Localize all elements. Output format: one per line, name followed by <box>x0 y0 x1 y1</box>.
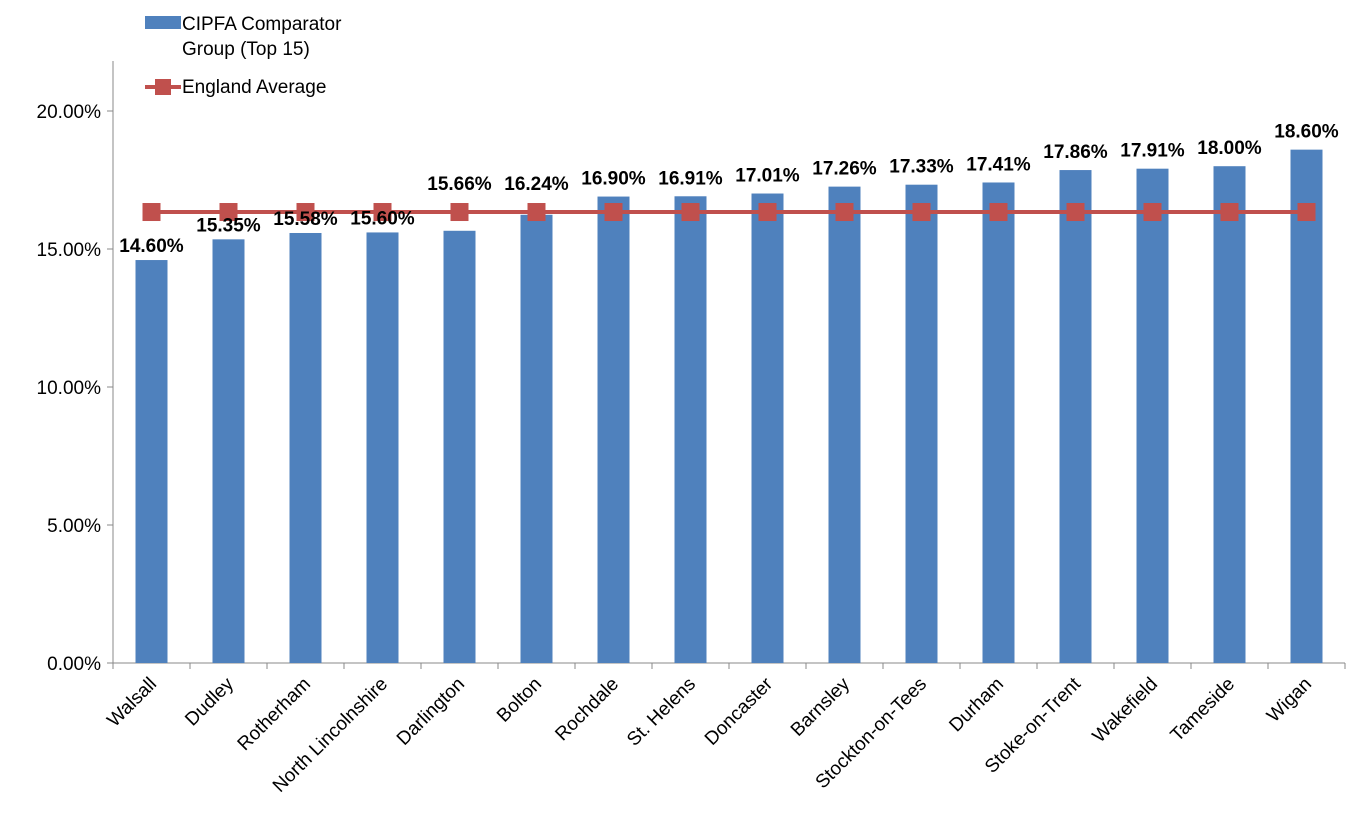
bar <box>289 232 322 663</box>
bar <box>674 196 707 663</box>
x-tick-label: Dudley <box>181 673 238 730</box>
legend-swatch <box>145 16 181 29</box>
y-tick-label: 5.00% <box>47 516 101 537</box>
bar <box>135 260 168 663</box>
x-tick-label: Walsall <box>103 674 161 732</box>
bar <box>751 193 784 664</box>
legend-label: England Average <box>182 77 327 98</box>
x-tick-label: Darlington <box>393 674 469 750</box>
marker <box>1143 203 1162 222</box>
marker <box>1066 203 1085 222</box>
data-label: 15.66% <box>427 174 492 195</box>
marker <box>989 203 1008 222</box>
marker <box>912 203 931 222</box>
marker <box>142 203 161 222</box>
data-label: 16.91% <box>658 168 723 189</box>
bar <box>1136 168 1169 663</box>
data-label: 17.91% <box>1120 141 1185 162</box>
marker <box>219 203 238 222</box>
bar <box>1059 170 1092 663</box>
marker <box>296 203 315 222</box>
x-tick-label: St. Helens <box>623 674 700 751</box>
data-label: 17.26% <box>812 159 877 180</box>
bar <box>443 230 476 663</box>
x-tick-label: Bolton <box>493 674 546 727</box>
marker <box>681 203 700 222</box>
marker <box>758 203 777 222</box>
marker <box>604 203 623 222</box>
y-tick-label: 20.00% <box>37 102 102 123</box>
y-tick-label: 15.00% <box>37 240 102 261</box>
data-label: 15.35% <box>196 215 261 236</box>
data-label: 16.90% <box>581 169 646 190</box>
x-tick-label: Rochdale <box>551 674 623 746</box>
x-tick-label: Barnsley <box>787 673 854 740</box>
x-tick-label: Doncaster <box>701 673 778 750</box>
x-tick-label: Rotherham <box>234 674 315 755</box>
bar <box>212 239 245 663</box>
legend-swatch <box>155 79 171 95</box>
data-label: 17.01% <box>735 166 800 187</box>
data-label: 17.86% <box>1043 142 1108 163</box>
marker <box>373 203 392 222</box>
bar <box>520 214 553 663</box>
data-label: 18.60% <box>1274 122 1339 143</box>
data-label: 14.60% <box>119 236 184 257</box>
bar <box>366 232 399 663</box>
y-tick-label: 10.00% <box>37 378 102 399</box>
x-tick-label: Tameside <box>1167 674 1239 746</box>
data-label: 18.00% <box>1197 138 1262 159</box>
y-tick-label: 0.00% <box>47 654 101 675</box>
data-label: 16.24% <box>504 174 569 195</box>
marker <box>450 203 469 222</box>
data-label: 15.58% <box>273 209 338 230</box>
data-label: 17.41% <box>966 154 1031 175</box>
bar <box>1290 149 1323 663</box>
bar <box>828 186 861 663</box>
x-tick-label: Wigan <box>1263 674 1316 727</box>
marker <box>1297 203 1316 222</box>
marker <box>527 203 546 222</box>
bar <box>597 196 630 663</box>
marker <box>835 203 854 222</box>
legend-label: CIPFA Comparator Group (Top 15) <box>182 14 342 60</box>
data-label: 15.60% <box>350 208 415 229</box>
bar <box>982 182 1015 663</box>
x-tick-label: Wakefield <box>1089 674 1162 747</box>
bar <box>905 184 938 663</box>
data-label: 17.33% <box>889 157 954 178</box>
marker <box>1220 203 1239 222</box>
bar <box>1213 166 1246 663</box>
x-tick-label: Durham <box>945 674 1008 737</box>
